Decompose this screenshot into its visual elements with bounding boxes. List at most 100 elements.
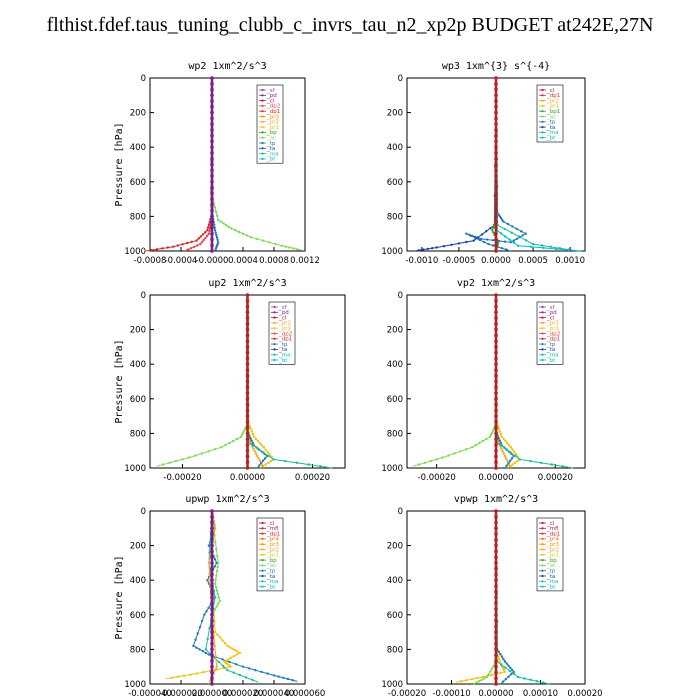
data-point: [219, 220, 222, 223]
data-point: [524, 239, 528, 242]
series-ac: [473, 509, 498, 685]
data-point: [214, 248, 217, 251]
data-point: [208, 540, 212, 544]
legend-marker: [261, 152, 264, 155]
zero-marker: [210, 514, 214, 519]
data-point: [213, 226, 216, 229]
data-point: [150, 248, 153, 252]
zero-marker: [494, 641, 498, 646]
data-point: [531, 242, 535, 246]
zero-marker: [494, 243, 498, 248]
data-point: [215, 570, 219, 573]
legend-entry: _dp1: [278, 337, 292, 343]
data-point: [190, 240, 193, 243]
x-tick-label: 0.0012: [290, 256, 320, 266]
y-axis-label: Pressure [hPa]: [114, 339, 125, 423]
data-point: [204, 648, 207, 651]
zero-marker: [494, 174, 498, 178]
legend-entry: _pd: [278, 310, 289, 316]
legend-entry: _pr1: [266, 125, 279, 131]
zero-marker: [245, 391, 250, 395]
zero-marker: [494, 538, 498, 542]
zero-marker: [494, 185, 498, 190]
legend-marker: [541, 559, 544, 562]
legend-marker: [261, 532, 264, 535]
data-point: [517, 675, 520, 679]
data-point: [216, 633, 219, 637]
data-point: [249, 236, 252, 239]
data-point: [214, 655, 217, 658]
data-point: [482, 240, 486, 244]
x-tick-label: 0.0004: [228, 256, 258, 266]
data-point: [504, 235, 507, 238]
zero-marker: [494, 128, 498, 132]
zero-marker: [210, 532, 214, 536]
data-point: [257, 447, 260, 451]
data-point: [504, 457, 508, 460]
legend-marker: [541, 585, 544, 588]
data-point: [512, 670, 515, 674]
series-dp1: [146, 76, 214, 252]
zero-marker: [494, 293, 498, 297]
zero-marker: [210, 653, 214, 657]
y-tick-label: 400: [130, 143, 146, 153]
zero-marker: [494, 99, 498, 103]
data-point: [222, 222, 225, 225]
data-point: [207, 450, 210, 453]
legend-marker: [541, 332, 544, 335]
data-point: [282, 676, 285, 679]
zero-marker: [494, 151, 498, 155]
legend-marker: [261, 110, 264, 113]
zero-marker: [494, 231, 498, 236]
x-tick-label: -0.0004: [165, 256, 198, 266]
legend-entry: _tp: [546, 569, 556, 575]
legend-entry: _ac: [266, 136, 276, 142]
zero-marker: [210, 630, 214, 634]
x-tick-label: 0.00020: [538, 473, 573, 483]
data-point: [284, 245, 287, 248]
data-point: [516, 459, 519, 463]
zero-marker: [245, 327, 250, 332]
zero-marker: [494, 310, 498, 315]
data-point: [500, 435, 504, 439]
data-point: [524, 232, 527, 235]
zero-marker: [210, 151, 214, 155]
zero-marker: [245, 379, 250, 384]
x-tick-label: 0.00010: [523, 689, 558, 699]
data-point: [218, 599, 221, 603]
data-point: [228, 441, 231, 445]
data-point: [255, 237, 259, 241]
zero-marker: [245, 356, 250, 361]
y-tick-label: 200: [130, 109, 146, 119]
legend-entry: _mfl: [546, 526, 559, 532]
legend-entry: _cl: [546, 88, 555, 94]
data-point: [213, 558, 217, 561]
page-title: flthist.fdef.taus_tuning_clubb_c_invrs_t…: [46, 14, 654, 36]
data-point: [256, 439, 260, 443]
y-tick-label: 200: [387, 109, 403, 119]
zero-marker: [210, 76, 214, 80]
data-point: [242, 431, 245, 434]
legend-marker: [273, 327, 276, 330]
legend-marker: [261, 136, 264, 139]
zero-marker: [210, 191, 214, 196]
zero-marker: [494, 191, 498, 196]
legend-marker: [541, 537, 544, 541]
data-point: [447, 454, 450, 457]
data-point: [460, 680, 463, 683]
data-point: [213, 669, 217, 672]
series-pr1: [455, 509, 507, 683]
y-tick-label: 400: [387, 360, 403, 370]
data-point: [194, 454, 197, 457]
zero-marker: [210, 520, 214, 525]
data-point: [465, 240, 468, 244]
data-point: [295, 461, 299, 464]
legend-marker: [273, 358, 276, 362]
data-point: [238, 673, 242, 677]
legend-marker: [541, 99, 544, 102]
data-point: [497, 241, 500, 244]
data-point: [507, 675, 510, 678]
legend-marker: [261, 147, 264, 150]
x-tick-label: -0.0005: [443, 256, 476, 266]
data-point: [500, 655, 504, 658]
